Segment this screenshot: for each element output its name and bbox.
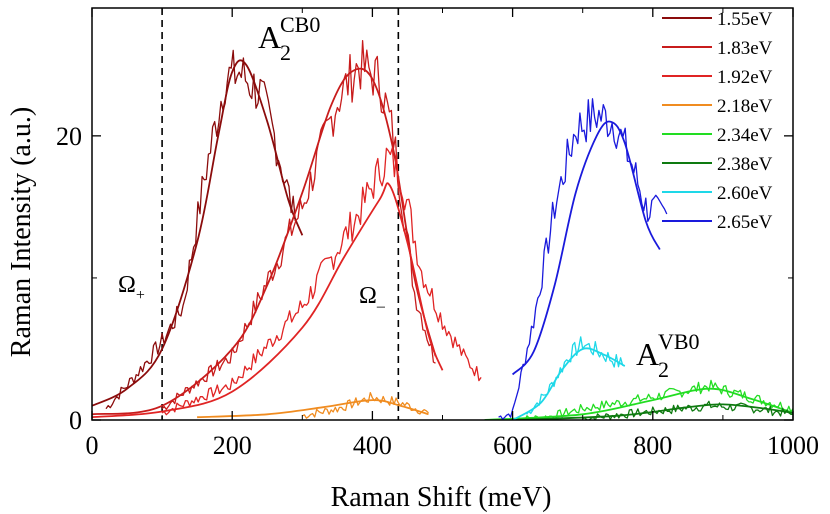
series-fit-3 bbox=[92, 182, 444, 419]
omega-label-1: Ω+ bbox=[118, 272, 145, 304]
x-tick-label-3: 400 bbox=[353, 431, 392, 460]
y-tick-label-2: 20 bbox=[56, 122, 82, 151]
annotation-2: A2VB0 bbox=[636, 329, 700, 382]
series-data-1 bbox=[105, 49, 296, 410]
axis-labels: Raman Shift (meV) Raman Intensity (a.u.) bbox=[6, 107, 551, 513]
y-tick-label-1: 0 bbox=[69, 406, 82, 435]
annotation-1: A2CB0 bbox=[258, 12, 320, 65]
legend-label-6: 2.38eV bbox=[717, 154, 773, 175]
legend-label-7: 2.60eV bbox=[717, 183, 773, 204]
annotation-sub-1: 2 bbox=[280, 40, 291, 65]
series-fit-6 bbox=[512, 403, 793, 420]
legend-label-4: 2.18eV bbox=[717, 96, 773, 117]
legend-label-8: 2.65eV bbox=[717, 212, 773, 233]
legend: 1.55eV 1.83eV 1.92eV 2.18eV 2.34eV 2.38eV 2.60… bbox=[662, 9, 773, 233]
x-tick-label-5: 800 bbox=[633, 431, 672, 460]
x-tick-label-4: 600 bbox=[493, 431, 532, 460]
x-tick-label-6: 1000 bbox=[767, 431, 819, 460]
series-fit-2 bbox=[92, 67, 437, 416]
omega-sub-2: – bbox=[376, 298, 386, 315]
legend-label-2: 1.83eV bbox=[717, 38, 773, 59]
series-data-4 bbox=[302, 391, 429, 419]
series-data-7 bbox=[526, 336, 626, 415]
y-axis-label: Raman Intensity (a.u.) bbox=[6, 107, 37, 357]
series-data-5 bbox=[512, 379, 793, 420]
legend-label-5: 2.34eV bbox=[717, 125, 773, 146]
axis-ticks: 0 200 400 600 800 1000 0 20 bbox=[56, 8, 819, 460]
x-tick-label-1: 0 bbox=[86, 431, 99, 460]
legend-label-3: 1.92eV bbox=[717, 67, 773, 88]
annotations: Ω+ Ω– A2CB0 A2VB0 bbox=[118, 12, 700, 382]
annotation-sup-1: CB0 bbox=[280, 12, 320, 37]
series-fit-5 bbox=[484, 387, 793, 420]
x-axis-label: Raman Shift (meV) bbox=[331, 482, 552, 513]
omega-sub-1: + bbox=[136, 287, 145, 304]
series-data-8 bbox=[498, 98, 668, 420]
legend-label-1: 1.55eV bbox=[717, 9, 773, 30]
series-data-6 bbox=[582, 400, 793, 420]
annotation-sub-2: 2 bbox=[658, 357, 669, 382]
plot-marks bbox=[92, 8, 793, 420]
series-data-3 bbox=[161, 147, 482, 416]
series-fit-4 bbox=[197, 399, 429, 419]
plot-area bbox=[92, 8, 793, 420]
series-fit-8 bbox=[511, 120, 661, 376]
annotation-sup-2: VB0 bbox=[658, 329, 700, 354]
series-data-2 bbox=[161, 40, 436, 410]
x-tick-label-2: 200 bbox=[213, 431, 252, 460]
omega-label-2: Ω– bbox=[359, 283, 386, 315]
